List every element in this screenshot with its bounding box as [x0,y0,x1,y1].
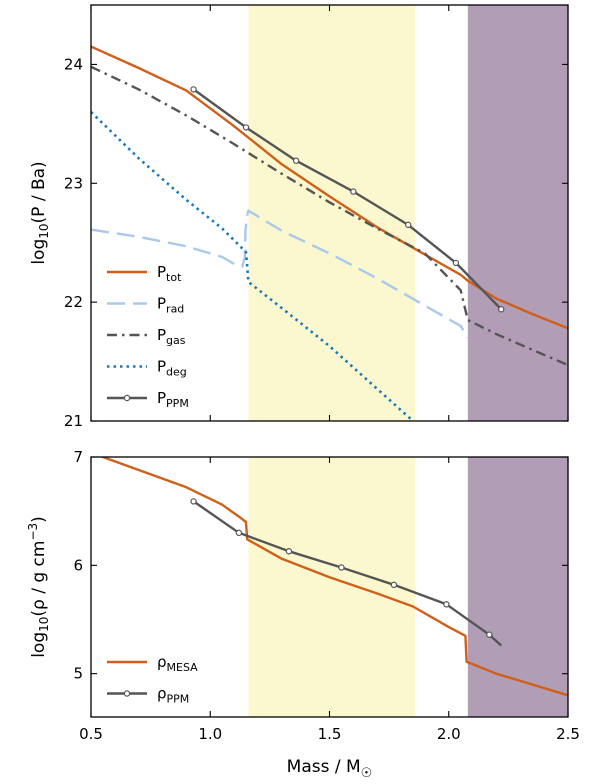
legend-label: ρPPM [157,685,189,706]
data-point-ppm [242,124,250,131]
series-line-mesa [99,457,568,697]
data-point-ppm [190,86,197,93]
y-tick-label: 22 [64,293,83,311]
y-tick-label: 21 [64,412,83,430]
x-tick-label: 1.5 [318,725,342,743]
y-axis-label: log10(P / Ba) [29,161,51,264]
data-point-ppm [350,188,357,195]
data-point-ppm [285,548,293,555]
legend-label: Pgas [157,326,186,347]
y-tick-label: 7 [73,448,83,466]
series-line-ppm [192,500,503,647]
series-line-deg [91,111,414,421]
shaded-region-1 [248,457,416,717]
series-line-rad [91,209,469,339]
data-point-ppm [405,221,412,229]
legend-label: Prad [157,295,184,316]
x-tick-label: 2.5 [556,725,580,743]
data-point-ppm [452,259,460,267]
plot-area [99,457,568,697]
y-tick-label: 5 [73,665,83,683]
data-point-ppm [498,306,505,313]
legend-item-deg: Pdeg [107,358,187,379]
data-point-ppm [338,564,345,571]
shaded-region-2 [467,5,568,421]
legend-item-gas: Pgas [107,326,186,347]
legend-marker [123,690,131,697]
y-tick-label: 23 [64,174,83,192]
data-point-ppm [292,157,300,164]
data-point-ppm [190,498,197,505]
legend-item-mesa: ρMESA [107,653,198,674]
legend-item-ppm: PPPM [107,389,189,410]
legend-item-tot: Ptot [107,263,182,284]
data-point-ppm [443,601,450,608]
series-line-tot [91,45,568,330]
pressure-panel: 21 22 23 24 log10(P / Ba) Ptot Prad Pgas Pdeg PPP… [29,4,569,430]
x-tick-label: 2.0 [437,725,461,743]
series-line-gas [91,65,568,367]
y-axis-label: log10(ρ / g cm−3) [26,516,51,658]
legend-label: Pdeg [157,358,187,379]
legend-item-rad: Prad [107,295,184,316]
y-tick-label: 24 [64,55,83,73]
x-tick-label: 0.5 [79,725,103,743]
y-tick-label: 6 [73,556,83,574]
legend-label: ρMESA [157,653,198,674]
legend-label: PPPM [157,389,189,410]
plot-area [91,45,568,421]
legend-label: Ptot [157,263,182,284]
data-point-ppm [486,631,493,638]
x-axis-label: Mass / M☉ [287,757,373,781]
shaded-region-2 [467,457,568,717]
legend-item-ppm: ρPPM [107,685,189,706]
data-point-ppm [390,581,398,589]
x-tick-label: 1.0 [198,725,222,743]
density-panel: 5 6 7 0.5 1.0 1.5 2.0 2.5 log10(ρ / g cm−3) Mass … [26,448,580,781]
data-point-ppm [235,529,243,537]
legend-marker [123,394,131,402]
